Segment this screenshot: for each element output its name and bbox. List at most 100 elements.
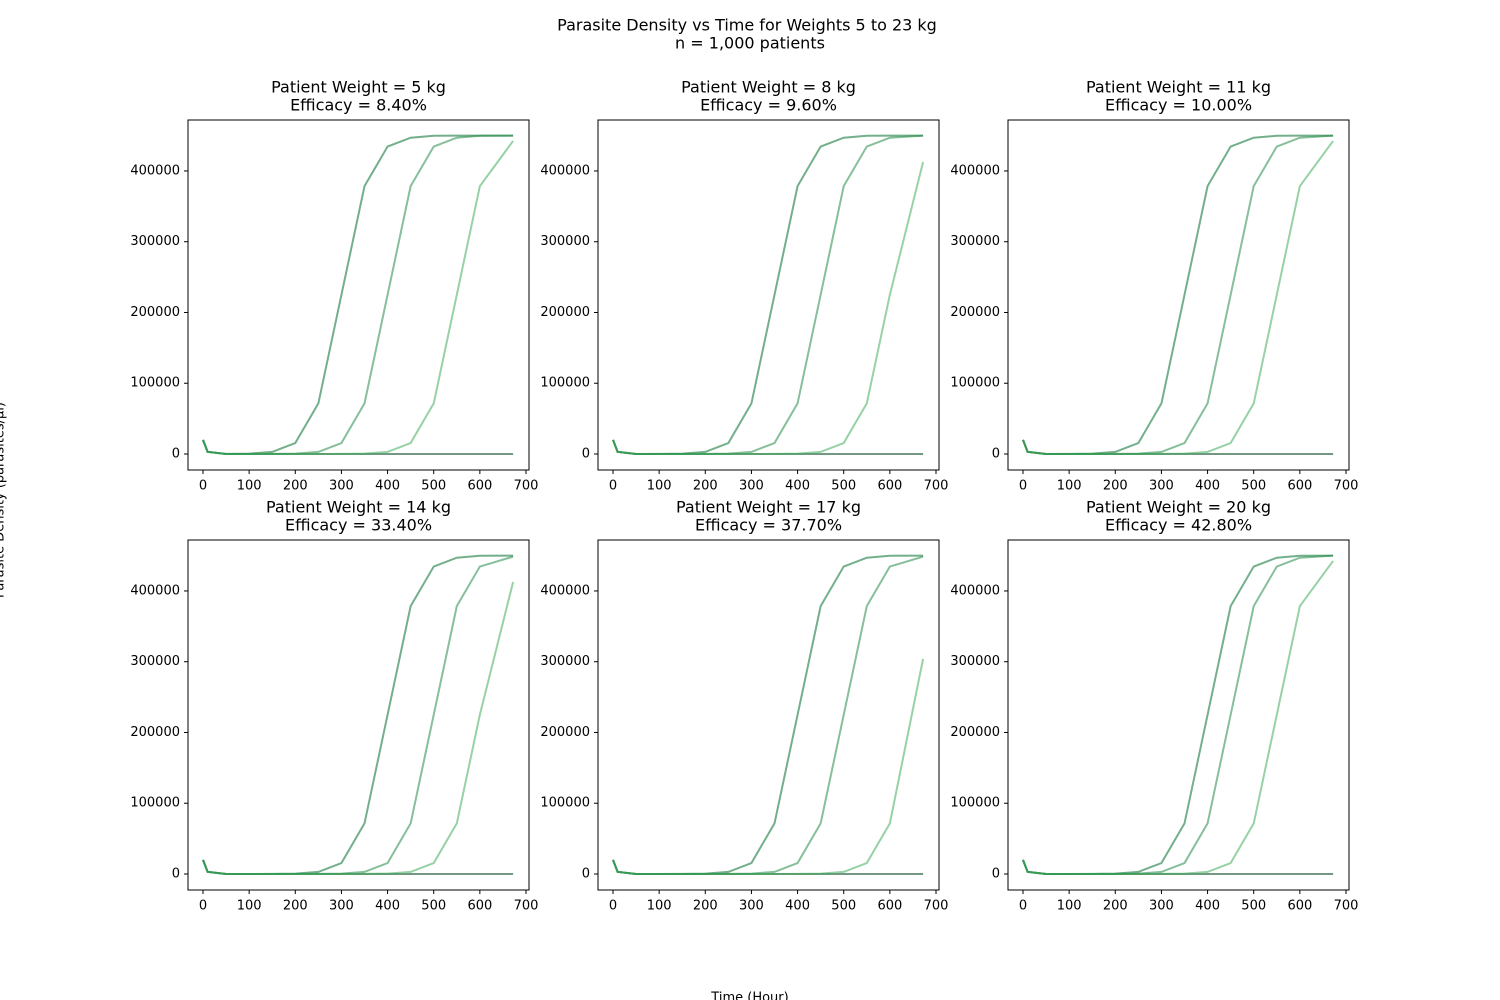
x-tick-label: 200 xyxy=(1103,479,1128,494)
axes-frame xyxy=(597,119,940,471)
figure-title: Parasite Density vs Time for Weights 5 t… xyxy=(557,16,937,35)
x-tick-label: 300 xyxy=(329,899,354,914)
curve xyxy=(612,555,924,876)
subplot-title: Patient Weight = 8 kg xyxy=(681,78,856,97)
axes-frame xyxy=(597,539,940,891)
x-tick-label: 200 xyxy=(283,479,308,494)
y-tick-label: 300000 xyxy=(130,234,180,249)
x-tick-label: 0 xyxy=(1019,899,1027,914)
curve xyxy=(202,581,515,876)
y-tick-label: 400000 xyxy=(130,583,180,598)
x-tick-label: 400 xyxy=(1195,899,1220,914)
y-tick-label: 100000 xyxy=(540,796,590,811)
x-tick-label: 400 xyxy=(785,479,810,494)
curve xyxy=(1022,859,1334,876)
axes-frame xyxy=(187,119,530,471)
x-tick-label: 400 xyxy=(1195,479,1220,494)
y-tick-label: 0 xyxy=(582,867,590,882)
curve xyxy=(1022,140,1334,456)
subplot-title: Efficacy = 9.60% xyxy=(700,96,837,115)
curve xyxy=(1022,554,1334,876)
y-tick-label: 100000 xyxy=(130,376,180,391)
x-tick-label: 0 xyxy=(609,479,617,494)
x-tick-label: 400 xyxy=(375,479,400,494)
x-tick-label: 500 xyxy=(421,899,446,914)
x-tick-label: 200 xyxy=(693,479,718,494)
x-tick-label: 700 xyxy=(1334,479,1359,494)
y-tick-label: 200000 xyxy=(540,305,590,320)
y-tick-label: 0 xyxy=(172,447,180,462)
curve xyxy=(202,134,514,456)
x-tick-label: 700 xyxy=(924,479,949,494)
y-tick-label: 100000 xyxy=(950,796,1000,811)
y-tick-label: 200000 xyxy=(130,305,180,320)
x-tick-label: 600 xyxy=(1287,899,1312,914)
y-tick-label: 300000 xyxy=(540,654,590,669)
x-tick-label: 700 xyxy=(1334,899,1359,914)
x-tick-label: 600 xyxy=(467,479,492,494)
y-tick-label: 100000 xyxy=(540,376,590,391)
y-tick-label: 300000 xyxy=(950,234,1000,249)
axes-frame xyxy=(1007,539,1350,891)
x-tick-label: 200 xyxy=(693,899,718,914)
y-tick-label: 0 xyxy=(992,447,1000,462)
subplot-title: Efficacy = 33.40% xyxy=(285,516,432,535)
x-tick-label: 400 xyxy=(375,899,400,914)
x-tick-label: 300 xyxy=(1149,479,1174,494)
figure-subtitle: n = 1,000 patients xyxy=(675,34,825,53)
x-tick-label: 500 xyxy=(831,899,856,914)
axes-frame xyxy=(1007,119,1350,471)
curve xyxy=(202,439,514,456)
subplot-title: Efficacy = 37.70% xyxy=(695,516,842,535)
y-tick-label: 100000 xyxy=(130,796,180,811)
x-tick-label: 100 xyxy=(647,899,672,914)
y-tick-label: 200000 xyxy=(540,725,590,740)
x-tick-label: 600 xyxy=(877,899,902,914)
curve xyxy=(612,161,925,456)
curve xyxy=(612,134,924,456)
y-tick-label: 200000 xyxy=(130,725,180,740)
x-tick-label: 600 xyxy=(1287,479,1312,494)
curve xyxy=(1022,560,1334,876)
x-tick-label: 0 xyxy=(609,899,617,914)
subplot-title: Patient Weight = 17 kg xyxy=(676,498,861,517)
y-axis-label: Parasite Density (parasites/µl) xyxy=(0,402,8,598)
y-tick-label: 400000 xyxy=(950,163,1000,178)
curve xyxy=(1022,439,1334,456)
y-tick-label: 400000 xyxy=(130,163,180,178)
x-tick-label: 200 xyxy=(283,899,308,914)
y-tick-label: 300000 xyxy=(950,654,1000,669)
x-tick-label: 500 xyxy=(421,479,446,494)
y-tick-label: 300000 xyxy=(130,654,180,669)
x-tick-label: 700 xyxy=(514,899,539,914)
axes-frame xyxy=(187,539,530,891)
curve xyxy=(202,134,514,455)
x-tick-label: 300 xyxy=(1149,899,1174,914)
subplot-title: Patient Weight = 11 kg xyxy=(1086,78,1271,97)
subplot-title: Efficacy = 42.80% xyxy=(1105,516,1252,535)
curve xyxy=(612,134,924,456)
x-tick-label: 100 xyxy=(1057,479,1082,494)
x-tick-label: 700 xyxy=(514,479,539,494)
x-tick-label: 0 xyxy=(1019,479,1027,494)
x-tick-label: 500 xyxy=(1241,479,1266,494)
x-tick-label: 100 xyxy=(647,479,672,494)
x-tick-label: 100 xyxy=(237,899,262,914)
curve xyxy=(612,554,924,876)
x-tick-label: 700 xyxy=(924,899,949,914)
x-tick-label: 100 xyxy=(237,479,262,494)
curve xyxy=(1022,554,1334,876)
x-tick-label: 0 xyxy=(199,479,207,494)
subplot-title: Patient Weight = 14 kg xyxy=(266,498,451,517)
x-tick-label: 0 xyxy=(199,899,207,914)
subplot-title: Efficacy = 8.40% xyxy=(290,96,427,115)
subplot-title: Efficacy = 10.00% xyxy=(1105,96,1252,115)
y-tick-label: 400000 xyxy=(540,163,590,178)
y-tick-label: 0 xyxy=(582,447,590,462)
x-axis-label: Time (Hour) xyxy=(710,991,788,1000)
y-tick-label: 0 xyxy=(992,867,1000,882)
y-tick-label: 400000 xyxy=(950,583,1000,598)
subplot-title: Patient Weight = 5 kg xyxy=(271,78,446,97)
y-tick-label: 0 xyxy=(172,867,180,882)
